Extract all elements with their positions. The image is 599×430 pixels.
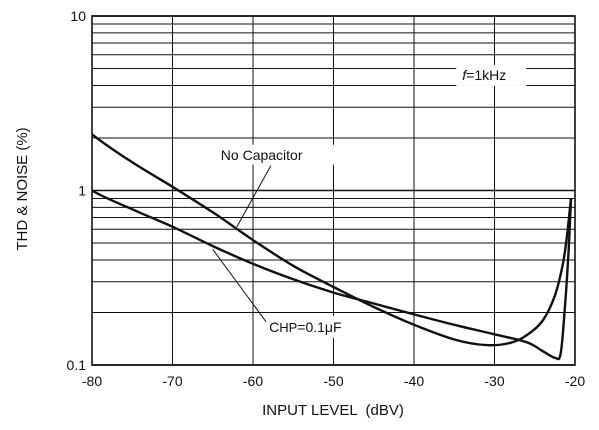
series-chp-line	[92, 189, 573, 361]
x-tick-label: -60	[243, 373, 263, 389]
label-layer: -80 -70 -60 -50 -40 -30 -20 0.1 1 10 No Capacitor C…	[67, 8, 586, 389]
annotation-frequency: f=1kHz	[462, 67, 506, 83]
series-no-capacitor-line	[92, 132, 573, 347]
y-tick-label: 1	[78, 183, 86, 199]
y-axis-title: THD & NOISE (%)	[14, 127, 31, 250]
annotation-bg	[216, 144, 335, 165]
annotation-bg	[265, 315, 368, 338]
annotation-bg	[456, 64, 527, 86]
x-axis-title: INPUT LEVEL (dBV)	[262, 402, 404, 419]
x-tick-label: -20	[565, 373, 585, 389]
annotation-no-capacitor: No Capacitor	[221, 147, 303, 163]
annotation-leader-chp	[212, 249, 267, 323]
x-tick-label: -40	[404, 373, 424, 389]
annotation-chp: CHP=0.1μF	[269, 319, 341, 335]
x-tick-label: -30	[484, 373, 504, 389]
y-tick-label: 10	[70, 8, 86, 24]
y-tick-label: 0.1	[67, 357, 87, 373]
annotation-leader-no-capacitor	[236, 165, 272, 227]
x-tick-label: -70	[162, 373, 182, 389]
series-layer	[92, 132, 573, 361]
x-tick-label: -50	[323, 373, 343, 389]
x-tick-label: -80	[82, 373, 102, 389]
